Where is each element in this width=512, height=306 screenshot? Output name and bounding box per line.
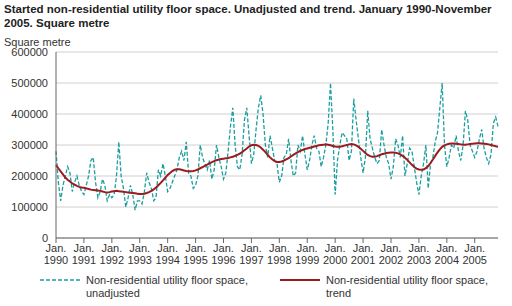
svg-text:Jan.2002: Jan.2002 bbox=[379, 242, 403, 266]
html-text:Non-residential utility floor: Non-residential utility floor space, tre… bbox=[326, 274, 488, 299]
svg-text:Jan.1992: Jan.1992 bbox=[100, 242, 124, 266]
svg-text:Jan.1998: Jan.1998 bbox=[267, 242, 291, 266]
svg-text:Jan.1990: Jan.1990 bbox=[44, 242, 68, 266]
svg-text:Jan.2001: Jan.2001 bbox=[351, 242, 375, 266]
svg-text:Jan.2004: Jan.2004 bbox=[435, 242, 459, 266]
svg-text:Jan.1996: Jan.1996 bbox=[211, 242, 235, 266]
html-text:Square metre: Square metre bbox=[4, 36, 71, 48]
svg-text:0: 0 bbox=[42, 232, 48, 244]
svg-text:Jan.1999: Jan.1999 bbox=[295, 242, 319, 266]
svg-text:Jan.2005: Jan.2005 bbox=[462, 242, 486, 266]
svg-text:200000: 200000 bbox=[11, 170, 48, 182]
html-text:Started non-residential utilit: Started non-residential utility floor sp… bbox=[4, 3, 492, 29]
svg-text:300000: 300000 bbox=[11, 139, 48, 151]
svg-text:Jan.1993: Jan.1993 bbox=[128, 242, 152, 266]
svg-text:100000: 100000 bbox=[11, 201, 48, 213]
svg-text:Jan.1995: Jan.1995 bbox=[183, 242, 207, 266]
svg-text:Jan.1991: Jan.1991 bbox=[72, 242, 96, 266]
svg-text:400000: 400000 bbox=[11, 108, 48, 120]
svg-text:Jan.1997: Jan.1997 bbox=[239, 242, 263, 266]
svg-text:Jan.2003: Jan.2003 bbox=[407, 242, 431, 266]
svg-text:Jan.1994: Jan.1994 bbox=[155, 242, 179, 266]
html-text:Non-residential utility floor: Non-residential utility floor space, una… bbox=[86, 274, 248, 299]
svg-text:600000: 600000 bbox=[11, 46, 48, 58]
svg-text:Jan.2000: Jan.2000 bbox=[323, 242, 347, 266]
svg-text:500000: 500000 bbox=[11, 77, 48, 89]
